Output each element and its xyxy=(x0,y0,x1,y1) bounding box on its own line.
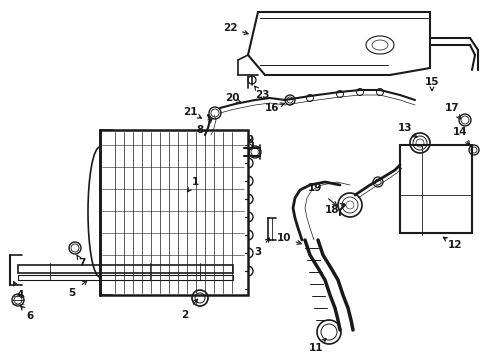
Text: 1: 1 xyxy=(191,177,198,187)
Text: 4: 4 xyxy=(16,290,23,300)
Text: 19: 19 xyxy=(307,183,322,193)
Text: 6: 6 xyxy=(26,311,34,321)
Text: 17: 17 xyxy=(444,103,458,113)
Text: 18: 18 xyxy=(324,205,339,215)
Bar xyxy=(100,130,247,295)
Text: 8: 8 xyxy=(196,125,203,135)
Bar xyxy=(18,275,232,280)
Text: 14: 14 xyxy=(452,127,467,137)
Text: 2: 2 xyxy=(181,310,188,320)
Text: 16: 16 xyxy=(264,103,279,113)
Text: 12: 12 xyxy=(447,240,461,250)
Text: 7: 7 xyxy=(78,258,85,268)
Text: 3: 3 xyxy=(254,247,261,257)
Text: 5: 5 xyxy=(68,288,76,298)
Text: 23: 23 xyxy=(254,90,269,100)
Text: 13: 13 xyxy=(397,123,411,133)
Bar xyxy=(399,145,471,233)
Text: 21: 21 xyxy=(183,107,197,117)
Text: 20: 20 xyxy=(224,93,239,103)
Text: 11: 11 xyxy=(308,343,323,353)
Text: 10: 10 xyxy=(276,233,291,243)
Text: 9: 9 xyxy=(246,135,253,145)
Text: 22: 22 xyxy=(223,23,237,33)
Text: 15: 15 xyxy=(424,77,438,87)
Bar xyxy=(18,265,232,273)
